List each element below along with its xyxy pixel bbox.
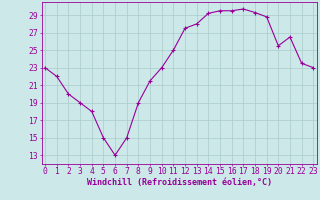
- X-axis label: Windchill (Refroidissement éolien,°C): Windchill (Refroidissement éolien,°C): [87, 178, 272, 187]
